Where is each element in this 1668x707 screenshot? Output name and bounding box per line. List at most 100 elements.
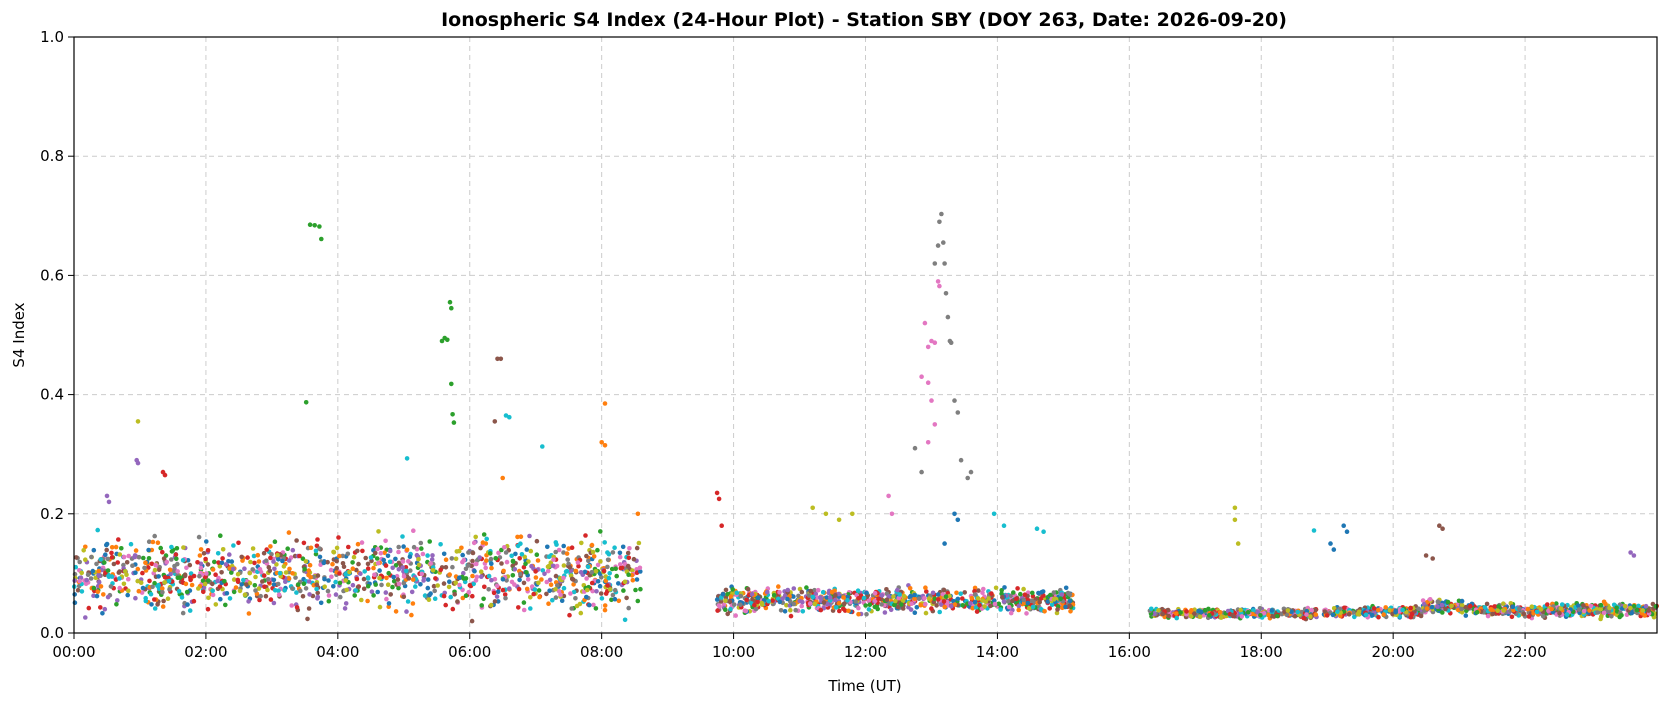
data-point — [488, 551, 493, 556]
data-point — [1534, 609, 1540, 615]
data-point — [219, 570, 224, 575]
data-point — [576, 563, 581, 569]
data-point — [274, 562, 279, 567]
data-point — [219, 560, 225, 566]
data-point — [1034, 526, 1040, 531]
data-point — [962, 590, 967, 595]
data-point — [253, 574, 258, 580]
data-point — [791, 601, 797, 607]
data-point — [856, 611, 861, 617]
data-point — [587, 602, 592, 608]
data-point — [200, 578, 206, 583]
data-point — [184, 589, 190, 595]
data-point — [1459, 602, 1465, 608]
data-point — [396, 567, 402, 572]
data-point — [1197, 614, 1203, 620]
data-point — [553, 595, 559, 600]
data-point — [408, 568, 413, 573]
data-point — [133, 595, 138, 601]
data-point — [788, 607, 793, 613]
data-point — [892, 602, 897, 608]
data-point — [626, 555, 632, 561]
data-point — [433, 576, 438, 581]
data-point — [593, 606, 599, 611]
data-point — [340, 553, 346, 559]
data-point — [553, 549, 558, 555]
data-point — [365, 566, 371, 571]
data-point — [355, 584, 361, 590]
data-point — [371, 565, 376, 571]
data-point — [1230, 612, 1235, 618]
data-point — [1308, 614, 1313, 619]
data-point — [471, 581, 477, 587]
data-point — [1495, 608, 1500, 613]
data-point — [98, 557, 103, 562]
data-point — [625, 563, 631, 569]
data-point — [322, 584, 328, 589]
data-point — [500, 475, 506, 481]
data-point — [479, 574, 484, 579]
data-point — [1030, 604, 1036, 610]
data-point — [404, 456, 410, 461]
data-point — [1545, 602, 1550, 607]
data-point — [325, 559, 330, 565]
data-point — [1021, 597, 1027, 603]
data-point — [117, 569, 122, 574]
data-point — [102, 606, 108, 612]
data-point — [559, 598, 565, 603]
data-point — [344, 587, 350, 593]
data-point — [224, 591, 230, 596]
data-point — [235, 571, 241, 577]
data-point — [1301, 615, 1307, 621]
data-point — [328, 567, 334, 573]
data-point — [1400, 607, 1405, 613]
data-point — [1016, 603, 1022, 609]
x-axis-label: Time (UT) — [827, 677, 901, 695]
data-point — [519, 552, 525, 557]
data-point — [126, 553, 131, 559]
data-point — [146, 539, 152, 544]
data-point — [1002, 585, 1007, 590]
data-point — [331, 549, 336, 555]
data-point — [306, 572, 311, 578]
data-point — [1178, 610, 1183, 615]
data-point — [935, 597, 941, 602]
data-point — [303, 586, 309, 591]
data-point — [1437, 523, 1442, 528]
data-point — [452, 592, 458, 597]
data-point — [776, 584, 781, 589]
data-point — [954, 590, 959, 596]
data-point — [1065, 590, 1071, 596]
data-point — [1207, 613, 1212, 618]
data-point — [268, 555, 273, 561]
data-point — [1416, 606, 1421, 611]
data-point — [569, 606, 574, 611]
data-point — [400, 559, 406, 564]
data-point — [105, 556, 111, 562]
data-point — [142, 565, 147, 571]
data-point — [345, 551, 351, 557]
data-point — [315, 590, 321, 596]
data-point — [1564, 612, 1570, 617]
data-point — [217, 584, 223, 589]
data-point — [1304, 612, 1309, 617]
data-point — [1521, 611, 1527, 617]
data-point — [480, 540, 486, 545]
data-point — [952, 398, 957, 403]
data-point — [375, 560, 381, 566]
data-point — [770, 598, 775, 603]
data-point — [499, 547, 504, 553]
data-point — [174, 556, 179, 562]
data-point — [546, 563, 552, 569]
data-point — [496, 550, 501, 556]
data-point — [135, 578, 140, 584]
data-point — [161, 556, 167, 561]
data-point — [365, 598, 370, 604]
data-point — [759, 602, 765, 607]
data-point — [516, 586, 522, 592]
data-point — [317, 546, 322, 551]
data-point — [343, 572, 348, 577]
data-point — [1011, 590, 1016, 595]
data-point — [150, 539, 156, 545]
data-point — [1603, 601, 1608, 607]
